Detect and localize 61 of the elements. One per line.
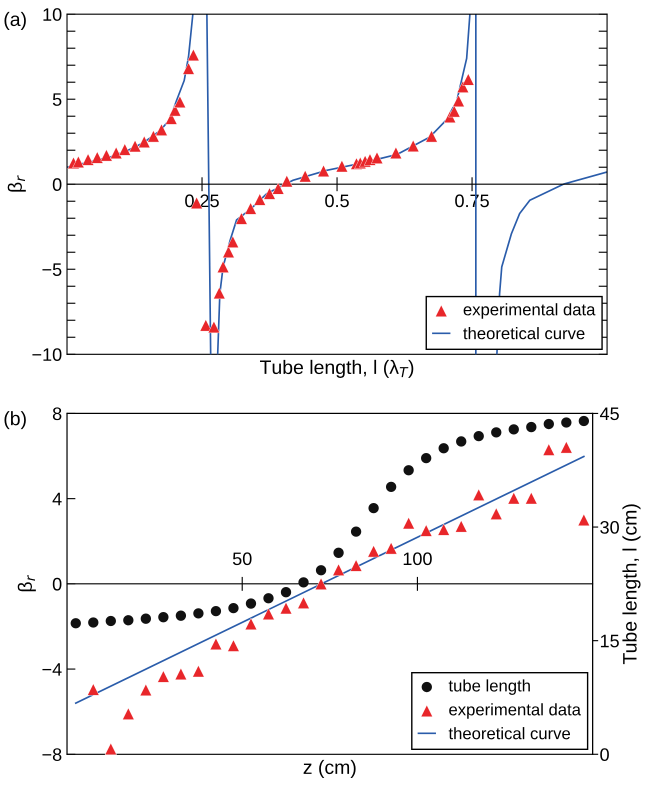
point — [333, 548, 344, 558]
point — [578, 416, 590, 426]
legend-label: experimental data — [449, 703, 581, 719]
point — [176, 610, 186, 621]
y-axis-title: β$_{r}$ — [8, 175, 26, 192]
point — [404, 465, 414, 476]
y2-tick-label: 0 — [600, 748, 609, 762]
y2-tick-label: 30 — [600, 520, 619, 534]
point — [280, 587, 292, 598]
x-tick-label: 100 — [404, 552, 432, 566]
point — [246, 598, 256, 609]
point — [106, 616, 116, 626]
y2-tick-label: 45 — [600, 408, 619, 420]
point — [193, 608, 204, 619]
point — [70, 618, 81, 628]
y-tick-label: −8 — [42, 748, 62, 762]
point — [438, 443, 449, 454]
point — [368, 502, 379, 514]
y-axis-title: β$_{r}$ — [18, 574, 36, 592]
y-tick-label: 0 — [52, 578, 62, 591]
y-tick-label: −4 — [42, 663, 62, 676]
y-tick-label: 8 — [52, 407, 62, 420]
y-tick-label: −5 — [42, 263, 62, 276]
point — [386, 482, 396, 492]
y-tick-label: 4 — [52, 492, 62, 506]
legend-label: tube length — [448, 679, 530, 695]
point — [561, 417, 572, 428]
point — [474, 431, 484, 442]
point — [210, 606, 222, 616]
chart-title: (a) — [4, 12, 26, 30]
point — [316, 565, 326, 576]
chart-title: (b) — [4, 411, 26, 430]
legend-label: theoretical curve — [448, 727, 570, 740]
point — [88, 617, 98, 628]
y-tick-label: −10 — [32, 348, 62, 361]
x-axis-title: Tube length, l (λ$_{T}$) — [260, 360, 414, 378]
y2-tick-label: 15 — [600, 634, 619, 648]
x-tick-label: 50 — [232, 552, 252, 566]
point — [129, 140, 142, 152]
x-tick-label: 0.5 — [325, 194, 349, 208]
legend-label: theoretical curve — [463, 327, 584, 340]
point — [544, 418, 554, 430]
point — [526, 422, 536, 432]
point — [385, 542, 398, 554]
y2-axis-title: Tube length, l (cm) — [622, 504, 641, 664]
point — [228, 602, 239, 614]
point — [158, 612, 169, 622]
point — [508, 424, 519, 434]
point — [123, 615, 134, 626]
point — [350, 526, 362, 537]
point — [491, 427, 502, 438]
point — [263, 593, 274, 604]
y-tick-label: 5 — [52, 93, 62, 106]
point — [456, 436, 466, 447]
y-tick-label: 0 — [52, 178, 62, 191]
legend-label: experimental data — [464, 303, 596, 319]
point — [140, 614, 152, 624]
y-tick-label: 10 — [43, 8, 62, 21]
x-axis-title: z (cm) — [304, 760, 356, 778]
point — [421, 452, 432, 464]
point — [298, 577, 309, 588]
